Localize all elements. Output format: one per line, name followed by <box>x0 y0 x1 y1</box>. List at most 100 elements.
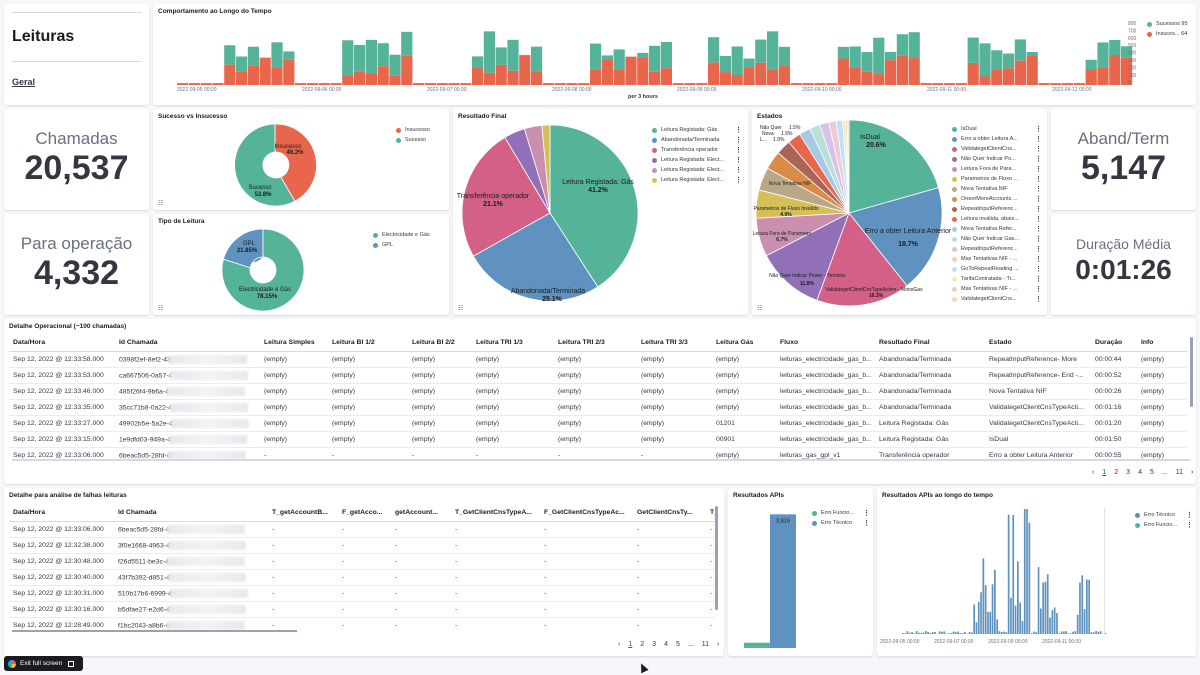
apistime-bar[interactable] <box>1026 509 1028 634</box>
timeline-bar-success[interactable] <box>318 83 330 84</box>
timeline-bar-success[interactable] <box>767 31 779 70</box>
apistime-bar[interactable] <box>1035 632 1038 634</box>
timeline-bar-success[interactable] <box>1050 83 1062 84</box>
timeline-bar-success[interactable] <box>967 37 979 63</box>
more-icon[interactable]: ⋮ <box>735 177 742 184</box>
timeline-bar-success[interactable] <box>849 46 861 68</box>
apistime-bar[interactable] <box>1092 632 1095 634</box>
column-header[interactable]: Fluxo <box>776 335 875 352</box>
timeline-bar-failure[interactable] <box>637 57 649 85</box>
timeline-bar-success[interactable] <box>873 37 885 75</box>
prev-page-icon[interactable]: ‹ <box>1092 469 1095 476</box>
timeline-bar-success[interactable] <box>188 83 200 84</box>
more-icon[interactable]: ⋮ <box>1035 196 1042 203</box>
column-header[interactable]: GetClientCnsTy... <box>633 505 706 522</box>
timeline-bar-success[interactable] <box>212 83 224 84</box>
apistime-bar[interactable] <box>984 585 987 634</box>
page-link[interactable]: 1 <box>628 641 633 648</box>
timeline-bar-failure[interactable] <box>873 74 885 85</box>
apistime-bar[interactable] <box>980 592 982 634</box>
column-header[interactable]: T_GetClientCnsTypeA... <box>451 505 540 522</box>
timeline-bar-success[interactable] <box>696 83 708 84</box>
column-header[interactable]: F_getAcco... <box>338 505 391 522</box>
timeline-bar-failure[interactable] <box>849 67 861 85</box>
timeline-bar-failure[interactable] <box>1050 84 1062 85</box>
apistime-bar[interactable] <box>989 611 992 634</box>
timeline-bar-success[interactable] <box>672 83 684 84</box>
more-icon[interactable]: ⋮ <box>735 137 742 144</box>
timeline-bar-failure[interactable] <box>259 57 271 85</box>
apistime-bar[interactable] <box>1074 631 1077 634</box>
apistime-bar[interactable] <box>931 632 934 634</box>
column-header[interactable]: Leitura BI 2/2 <box>408 335 472 352</box>
apistime-bar[interactable] <box>948 633 950 634</box>
page-link[interactable]: 2 <box>640 641 645 648</box>
apistime-bar[interactable] <box>991 584 994 634</box>
timeline-bar-failure[interactable] <box>283 59 295 85</box>
timeline-bar-failure[interactable] <box>1085 69 1097 85</box>
apistime-bar[interactable] <box>971 632 973 634</box>
timeline-bar-failure[interactable] <box>1014 60 1026 85</box>
timeline-bar-success[interactable] <box>908 32 920 59</box>
detalhe-scrollbar[interactable] <box>1190 337 1193 407</box>
legend-item[interactable]: Transferência operador ⋮ <box>652 145 742 155</box>
more-icon[interactable]: ⋮ <box>1035 206 1042 213</box>
timeline-bar-success[interactable] <box>330 83 342 84</box>
timeline-bar-failure[interactable] <box>460 84 472 85</box>
more-icon[interactable]: ⋮ <box>446 241 449 249</box>
timeline-bar-failure[interactable] <box>448 84 460 85</box>
timeline-bar-success[interactable] <box>436 83 448 84</box>
page-link[interactable]: 1 <box>1102 469 1107 476</box>
apistime-bar[interactable] <box>1065 631 1067 634</box>
timeline-bar-success[interactable] <box>495 47 507 65</box>
more-icon[interactable]: ⋮ <box>1035 156 1042 163</box>
apistime-bar[interactable] <box>1051 610 1054 634</box>
timeline-bar-success[interactable] <box>354 45 366 72</box>
more-icon[interactable]: ⋮ <box>1035 146 1042 153</box>
legend-item[interactable]: Leitura inválida, abaix... ⋮ <box>952 214 1042 224</box>
detalhe-hscroll[interactable] <box>12 459 1190 461</box>
timeline-bar-success[interactable] <box>1073 83 1085 84</box>
timeline-bar-failure[interactable] <box>1121 57 1133 85</box>
more-icon[interactable]: ⋮ <box>735 157 742 164</box>
timeline-bar-failure[interactable] <box>519 55 531 85</box>
timeline-bar-failure[interactable] <box>814 84 826 85</box>
apistime-bar[interactable] <box>1058 633 1061 634</box>
apistime-bar[interactable] <box>1000 631 1003 634</box>
apistime-bar[interactable] <box>911 632 913 634</box>
timeline-bar-success[interactable] <box>236 56 248 72</box>
apistime-bar[interactable] <box>1037 567 1040 634</box>
timeline-bar-failure[interactable] <box>365 73 377 85</box>
timeline-bar-failure[interactable] <box>625 56 637 85</box>
more-icon[interactable]: ⋮ <box>446 231 449 239</box>
legend-item-sucesso[interactable]: Sucesso ⋮ <box>396 135 449 145</box>
table-row[interactable]: Sep 12, 2022 @ 12:30:40.000 43f7b392-d851… <box>9 569 716 586</box>
column-header[interactable]: Id Chamada <box>115 335 260 352</box>
timeline-bar-success[interactable] <box>708 37 720 63</box>
column-header[interactable]: Leitura Gás <box>712 335 776 352</box>
legend-item[interactable]: GoToRepeatReading ... ⋮ <box>952 264 1042 274</box>
apistime-bar[interactable] <box>1088 579 1090 634</box>
more-icon[interactable]: ⋮ <box>1035 176 1042 183</box>
more-icon[interactable]: ⋮ <box>1035 276 1042 283</box>
timeline-bar-failure[interactable] <box>696 84 708 85</box>
table-row[interactable]: Sep 12, 2022 @ 12:33:06.000 6beac5d5-28fd… <box>9 521 716 538</box>
timeline-bar-failure[interactable] <box>790 84 802 85</box>
timeline-bar-failure[interactable] <box>1038 84 1050 85</box>
table-row[interactable]: Sep 12, 2022 @ 12:33:06.000 6beac5d5-28fd… <box>9 447 1187 460</box>
timeline-bar-failure[interactable] <box>767 69 779 85</box>
apistime-bar[interactable] <box>922 632 925 634</box>
apistime-bar[interactable] <box>973 604 975 634</box>
timeline-bar-success[interactable] <box>731 46 743 76</box>
column-header[interactable]: Info <box>1137 335 1187 352</box>
column-header[interactable]: Resultado Final <box>875 335 985 352</box>
timeline-bar-success[interactable] <box>448 83 460 84</box>
apistime-bar[interactable] <box>957 631 959 634</box>
legend-item[interactable]: Não Quer Indicar Po... ⋮ <box>952 154 1042 164</box>
timeline-bar-failure[interactable] <box>731 75 743 85</box>
legend-item[interactable]: Abandonada/Terminada ⋮ <box>652 135 742 145</box>
timeline-bar-failure[interactable] <box>306 84 318 85</box>
timeline-bar-failure[interactable] <box>672 84 684 85</box>
column-header[interactable]: T_getAccountB... <box>268 505 338 522</box>
estados-slice[interactable] <box>816 212 908 307</box>
